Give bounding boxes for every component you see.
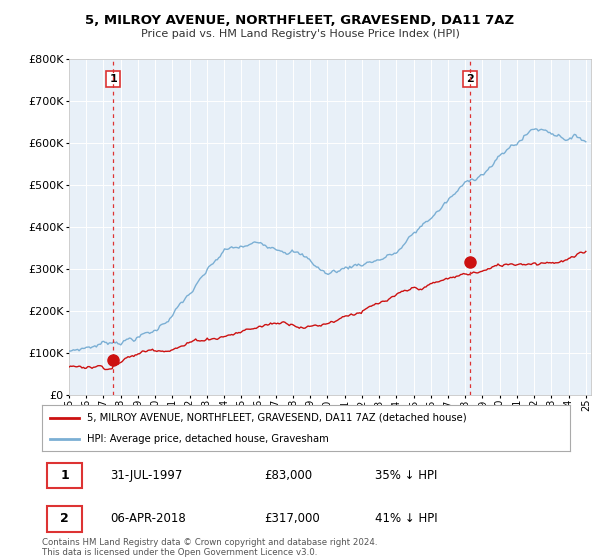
- FancyBboxPatch shape: [47, 463, 82, 488]
- Text: 2: 2: [60, 512, 69, 525]
- Text: 41% ↓ HPI: 41% ↓ HPI: [374, 512, 437, 525]
- Text: 5, MILROY AVENUE, NORTHFLEET, GRAVESEND, DA11 7AZ (detached house): 5, MILROY AVENUE, NORTHFLEET, GRAVESEND,…: [87, 413, 467, 423]
- Text: HPI: Average price, detached house, Gravesham: HPI: Average price, detached house, Grav…: [87, 435, 329, 444]
- Text: £317,000: £317,000: [264, 512, 320, 525]
- Text: 06-APR-2018: 06-APR-2018: [110, 512, 187, 525]
- Text: Price paid vs. HM Land Registry's House Price Index (HPI): Price paid vs. HM Land Registry's House …: [140, 29, 460, 39]
- Text: 1: 1: [60, 469, 69, 482]
- Text: 2: 2: [466, 74, 474, 84]
- FancyBboxPatch shape: [47, 506, 82, 531]
- Text: 1: 1: [110, 74, 118, 84]
- Text: 35% ↓ HPI: 35% ↓ HPI: [374, 469, 437, 482]
- Text: Contains HM Land Registry data © Crown copyright and database right 2024.
This d: Contains HM Land Registry data © Crown c…: [42, 538, 377, 557]
- Text: 31-JUL-1997: 31-JUL-1997: [110, 469, 183, 482]
- Text: 5, MILROY AVENUE, NORTHFLEET, GRAVESEND, DA11 7AZ: 5, MILROY AVENUE, NORTHFLEET, GRAVESEND,…: [85, 14, 515, 27]
- Text: £83,000: £83,000: [264, 469, 312, 482]
